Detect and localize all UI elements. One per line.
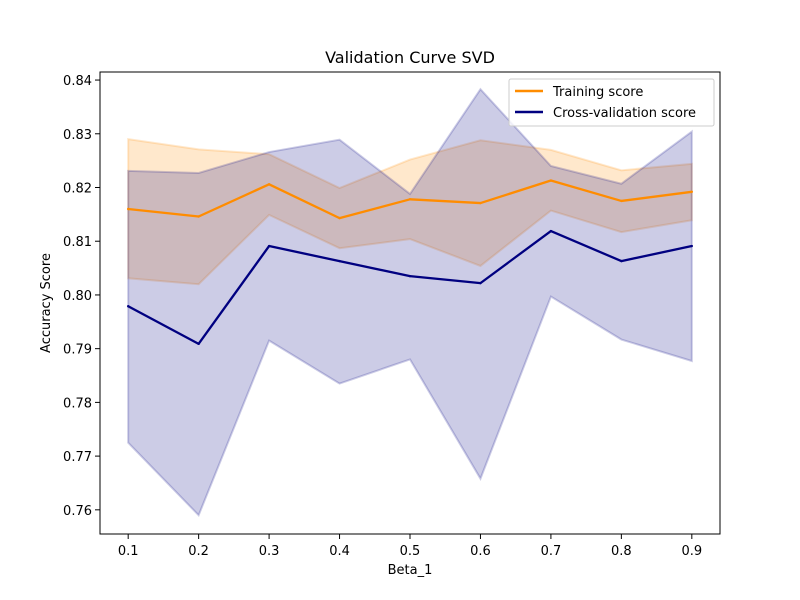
training-score-point	[620, 199, 623, 203]
series-lines	[126, 179, 694, 346]
cross-validation-score-point	[549, 229, 553, 233]
x-tick-label: 0.5	[400, 544, 421, 559]
y-tick-label: 0.79	[63, 343, 92, 358]
y-tick-label: 0.83	[63, 128, 92, 143]
legend: Training score Cross-validation score	[508, 78, 715, 127]
y-axis-label: Accuracy Score	[39, 253, 54, 353]
training-score-point	[338, 216, 341, 220]
cross-validation-score-point	[690, 244, 694, 248]
cross-validation-score-band	[127, 87, 693, 517]
confidence-bands	[127, 87, 693, 517]
training-score-point	[126, 207, 130, 211]
x-tick-label: 0.8	[611, 544, 632, 559]
x-tick-label: 0.4	[329, 544, 350, 559]
cross-validation-score-point	[620, 259, 623, 263]
training-score-point	[408, 198, 412, 201]
cross-validation-score-point	[267, 244, 271, 248]
x-tick-label: 0.3	[259, 544, 280, 559]
y-tick-label: 0.84	[63, 74, 92, 89]
cross-validation-score-point	[408, 274, 412, 278]
y-tick-label: 0.82	[63, 182, 92, 197]
x-axis-label: Beta_1	[388, 563, 433, 578]
chart-title: Validation Curve SVD	[325, 48, 495, 67]
cross-validation-score-point	[338, 259, 341, 263]
training-score-point	[267, 183, 271, 186]
training-score-point	[197, 215, 200, 218]
legend-box	[508, 78, 715, 127]
x-tick-label: 0.9	[681, 544, 702, 559]
x-tick-label: 0.6	[470, 544, 491, 559]
cross-validation-score-point	[126, 305, 130, 308]
y-tick-label: 0.78	[63, 396, 92, 411]
y-tick-label: 0.81	[63, 235, 92, 250]
x-tick-label: 0.7	[541, 544, 562, 559]
cross-validation-score-point	[479, 281, 482, 285]
y-axis-ticks: 0.76 0.77 0.78 0.79 0.80 0.81 0.82 0.83 0.84	[63, 74, 100, 519]
y-tick-label: 0.80	[63, 289, 92, 304]
legend-label-training: Training score	[552, 85, 643, 100]
cross-validation-score-point	[197, 342, 200, 346]
x-axis-ticks: 0.1 0.2 0.3 0.4 0.5 0.6 0.7 0.8 0.9	[118, 534, 702, 559]
training-score-point	[479, 201, 482, 205]
training-score-band	[127, 137, 693, 286]
x-tick-label: 0.1	[118, 544, 139, 559]
x-tick-label: 0.2	[188, 544, 209, 559]
y-tick-label: 0.76	[63, 504, 92, 519]
legend-label-cross-validation: Cross-validation score	[553, 106, 696, 121]
training-score-point	[690, 190, 694, 193]
y-tick-label: 0.77	[63, 450, 92, 465]
training-score-point	[549, 179, 553, 182]
